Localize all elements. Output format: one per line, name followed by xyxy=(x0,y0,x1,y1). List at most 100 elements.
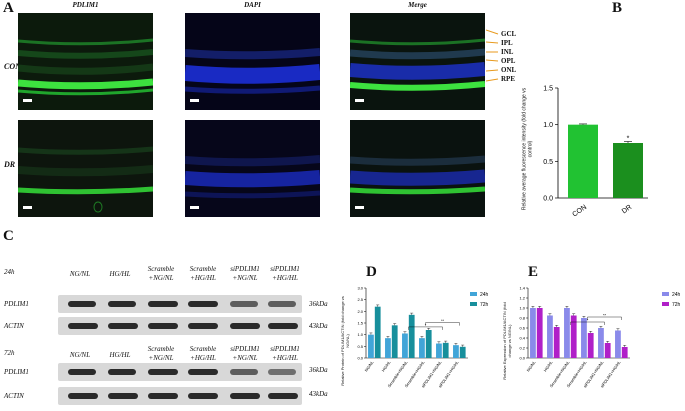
chart-e-ytick-label: 0.6 xyxy=(519,326,525,331)
wb-group-24h-2: HG/HL xyxy=(109,270,131,278)
column-title-pdlim1: PDLIM1 xyxy=(72,1,99,9)
wb-kda-36-24h: 36kDa xyxy=(309,300,328,308)
micrograph-con-pdlim1 xyxy=(18,13,153,110)
chart-e-bracket-2 xyxy=(587,316,622,320)
wb-group-24h-1: NG/NL xyxy=(69,270,91,278)
wb-blot-actin-72h xyxy=(58,387,302,405)
scale-bar xyxy=(355,206,364,209)
layer-label-opl: OPL xyxy=(501,57,516,65)
micrograph-dr-dapi xyxy=(185,120,320,217)
chart-d-bar-24h-4 xyxy=(436,343,442,358)
chart-e-bar-24h-3 xyxy=(581,318,587,358)
chart-d-bar-24h-3 xyxy=(419,338,425,358)
chart-d-bar-72h-4 xyxy=(442,342,449,358)
panel-letter-d: D xyxy=(366,264,377,280)
panel-letter-e: E xyxy=(528,264,539,280)
scale-bar xyxy=(23,206,32,209)
chart-b-bar-dr xyxy=(613,143,643,198)
chart-d-ytick-label: 2.0 xyxy=(357,309,363,314)
layer-label-ipl: IPL xyxy=(501,39,513,47)
chart-d-legend-swatch-24h xyxy=(470,292,477,296)
layer-label-inl: INL xyxy=(501,48,514,56)
chart-d-bracket-2 xyxy=(425,322,460,326)
chart-d: 0.00.51.01.52.02.53.0NG/NL HG/HLScramble+… xyxy=(357,286,489,389)
chart-d-ytick-label: 1.0 xyxy=(357,332,363,337)
chart-e-ylabel: Relative Expression of PDLIM1/ACTIN (fol… xyxy=(502,302,512,380)
scale-bar xyxy=(23,99,32,102)
chart-e-bar-72h-5 xyxy=(621,347,628,358)
wb-blot-pdlim1-72h xyxy=(58,363,302,381)
chart-d-bar-72h-3 xyxy=(425,330,432,358)
chart-d-bar-24h-5 xyxy=(453,345,459,358)
chart-d-ytick-label: 3.0 xyxy=(357,286,363,291)
micrograph-con-dapi xyxy=(185,13,320,110)
chart-e-xtick-label: NG/NL xyxy=(526,359,538,373)
scale-bar xyxy=(190,206,199,209)
chart-e-bracket-1 xyxy=(570,321,605,325)
chart-d-bar-72h-0 xyxy=(374,306,381,358)
chart-d-bracket-2-label: ** xyxy=(441,318,445,323)
wb-protein-pdlim1-72h: PDLIM1 xyxy=(4,368,29,376)
chart-d-ylabel: Relative Protein of PDLIM1/ACTIN (fold c… xyxy=(340,296,350,386)
chart-d-bar-24h-2 xyxy=(402,333,408,358)
chart-e-xtick-label: HG/HL xyxy=(543,359,555,373)
chart-b-ytick-label: 1.0 xyxy=(543,122,553,129)
row-title-dr: DR xyxy=(4,160,16,169)
wb-kda-43-72h: 43kDa xyxy=(309,390,328,398)
chart-d-bar-24h-1 xyxy=(385,338,391,358)
chart-e-bar-24h-5 xyxy=(615,330,621,358)
wb-group-24h-5: siPDLIM1 +NG/NL xyxy=(230,265,260,282)
scale-bar xyxy=(190,99,199,102)
chart-d-bracket-1 xyxy=(408,326,443,330)
chart-d-bar-24h-0 xyxy=(368,334,374,358)
chart-e-bar-72h-4 xyxy=(604,343,611,358)
wb-group-72h-2: HG/HL xyxy=(109,351,131,359)
chart-e-ytick-label: 0.8 xyxy=(519,316,525,321)
wb-blot-pdlim1-24h xyxy=(58,295,302,313)
wb-kda-43-24h: 43kDa xyxy=(309,322,328,330)
wb-blot-actin-24h xyxy=(58,317,302,335)
wb-time-72h: 72h xyxy=(4,349,15,357)
chart-e-ytick-label: 0.4 xyxy=(519,336,525,341)
layer-label-onl: ONL xyxy=(501,66,517,74)
wb-protein-actin-24h: ACTIN xyxy=(4,322,24,330)
column-title-dapi: DAPI xyxy=(244,1,261,9)
wb-group-24h-6: siPDLIM1 +HG/HL xyxy=(270,265,300,282)
chart-d-bar-72h-2 xyxy=(408,314,415,358)
wb-group-24h-3: Scramble +NG/NL xyxy=(147,265,175,282)
panel-letter-c: C xyxy=(3,228,14,244)
micrograph-dr-pdlim1 xyxy=(18,120,153,217)
chart-b-xtick-label: CON xyxy=(571,204,588,219)
panel-letter-b: B xyxy=(612,0,623,16)
chart-d-bar-72h-1 xyxy=(391,325,398,358)
chart-e-ytick-label: 1.2 xyxy=(519,296,525,301)
chart-e-bar-24h-0 xyxy=(530,308,536,358)
chart-e-ytick-label: 1.0 xyxy=(519,306,525,311)
wb-group-72h-4: Scramble +HG/HL xyxy=(189,345,217,362)
wb-protein-actin-72h: ACTIN xyxy=(4,392,24,400)
chart-e-bracket-1-label: * xyxy=(587,318,589,323)
chart-e-legend-swatch-72h xyxy=(662,302,669,306)
wb-group-72h-5: siPDLIM1 +NG/NL xyxy=(230,345,260,362)
chart-e: 0.00.20.40.60.81.01.21.4NG/NL HG/HLScramb… xyxy=(519,286,681,389)
wb-group-24h-4: Scramble +HG/HL xyxy=(189,265,217,282)
chart-e-legend-label-72h: 72h xyxy=(672,302,681,308)
wb-group-72h-1: NG/NL xyxy=(69,351,91,359)
wb-group-72h-6: siPDLIM1 +HG/HL xyxy=(270,345,300,362)
chart-d-legend-label-72h: 72h xyxy=(480,302,489,308)
chart-d-bracket-1-label: * xyxy=(425,322,427,327)
layer-label-rpe: RPE xyxy=(501,75,515,83)
wb-kda-36-72h: 36kDa xyxy=(309,366,328,374)
chart-e-ytick-label: 1.4 xyxy=(519,286,525,291)
layer-label-gcl: GCL xyxy=(501,30,517,38)
row-title-con: CON xyxy=(4,62,21,71)
chart-d-legend-label-24h: 24h xyxy=(480,292,489,298)
chart-b-ytick-label: 1.5 xyxy=(543,86,553,93)
micrograph-con-merge xyxy=(350,13,485,110)
chart-b-significance: * xyxy=(627,136,630,143)
chart-d-ytick-label: 0.5 xyxy=(357,344,363,349)
chart-e-bar-72h-2 xyxy=(570,315,577,358)
chart-b-ylabel-wrap: Relative average fluorescence intensity … xyxy=(518,85,536,220)
scale-bar xyxy=(355,99,364,102)
chart-b-bar-con xyxy=(568,124,598,198)
